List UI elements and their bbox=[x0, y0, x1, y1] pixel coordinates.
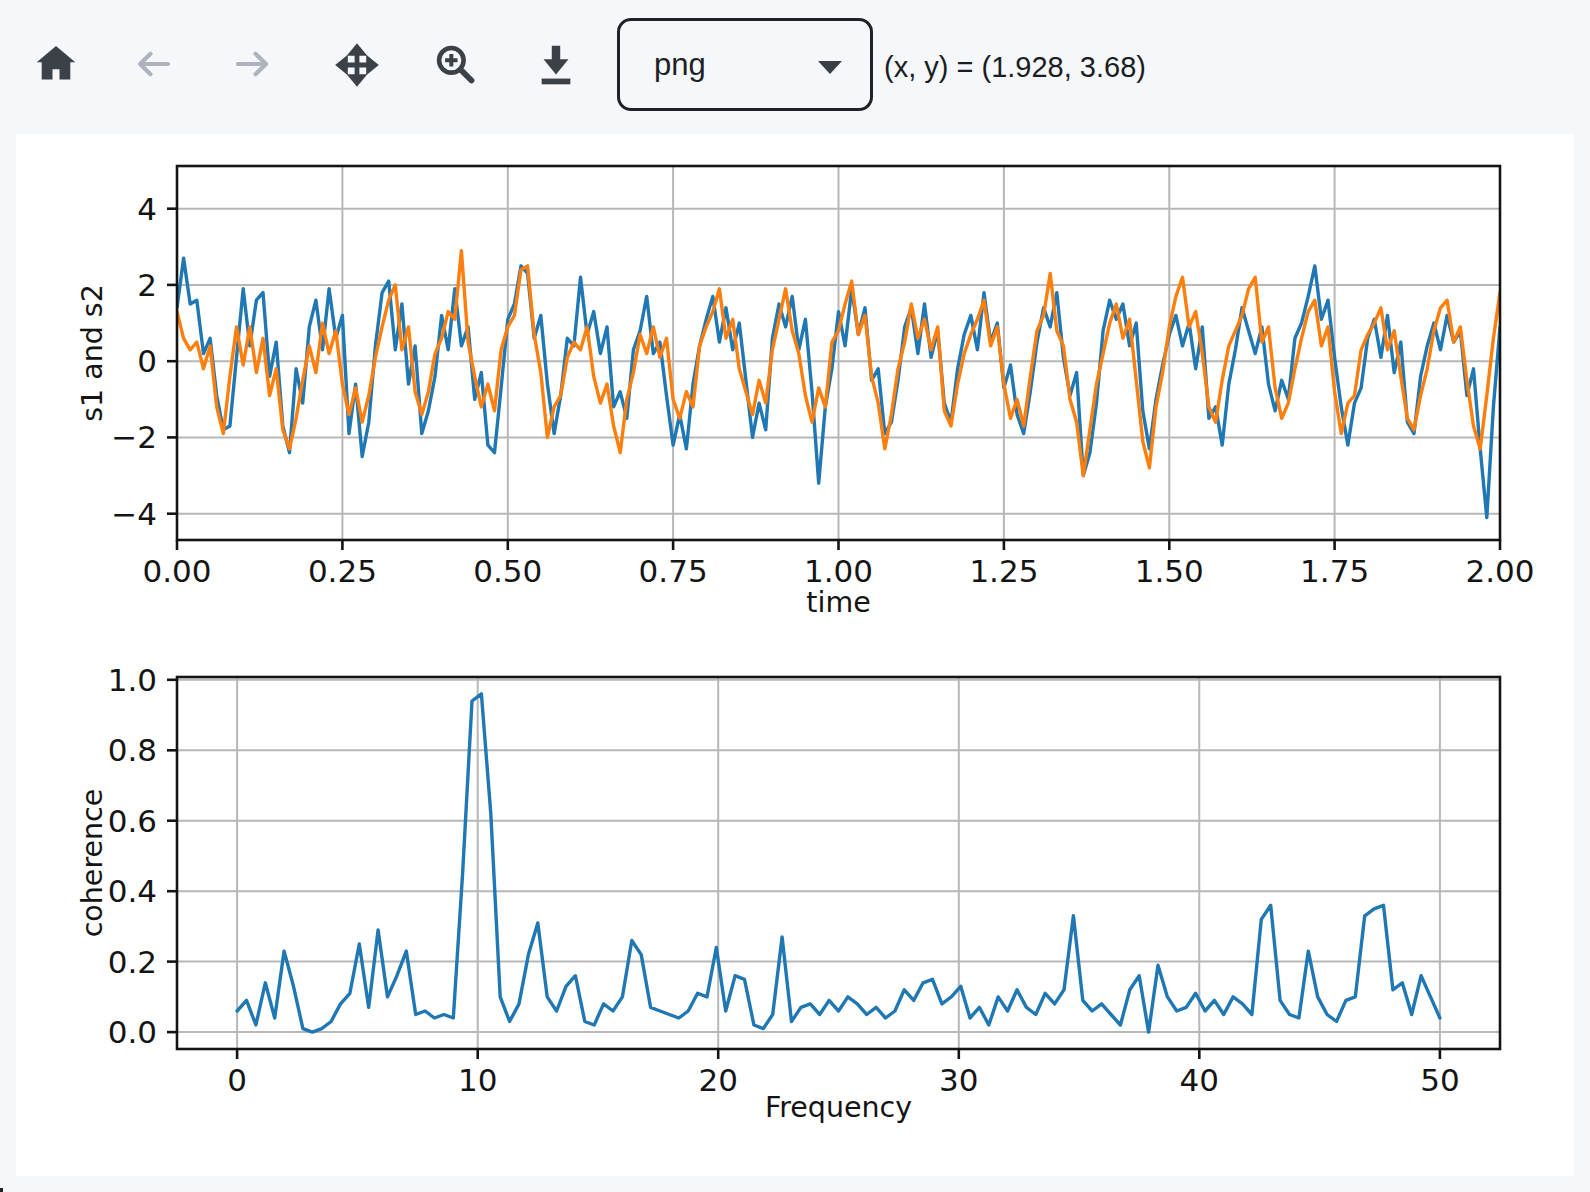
y-axis-label: coherence bbox=[76, 789, 109, 938]
corner-artifact bbox=[0, 1188, 3, 1192]
coherence-chart: 0 10 20 30 40 50 1.0 0.8 0.6 0.4 0.2 0.0 Frequency co… bbox=[76, 662, 1501, 1124]
y-tick-label: 1.0 bbox=[108, 662, 157, 698]
x-tick-label: 2.00 bbox=[1465, 553, 1534, 589]
y-tick-label: −4 bbox=[111, 496, 157, 532]
y-tick-label: 0.8 bbox=[108, 732, 157, 768]
x-axis-label: time bbox=[806, 586, 870, 619]
y-tick-label: 0.6 bbox=[108, 803, 157, 839]
y-tick-label: 4 bbox=[137, 191, 157, 227]
x-tick-label: 0 bbox=[227, 1062, 247, 1098]
y-tick-label: 0.2 bbox=[108, 944, 157, 980]
x-tick-label: 50 bbox=[1420, 1062, 1459, 1098]
y-tick-label: 0.0 bbox=[108, 1014, 157, 1050]
x-tick-label: 0.50 bbox=[473, 553, 542, 589]
signals-chart: 0.00 0.25 0.50 0.75 1.00 1.25 1.50 1.75 2.00 4 2 0 −… bbox=[76, 166, 1535, 619]
y-tick-label: 0 bbox=[137, 343, 157, 379]
x-tick-label: 10 bbox=[458, 1062, 497, 1098]
x-tick-label: 0.25 bbox=[308, 553, 377, 589]
y-tick-label: 0.4 bbox=[108, 873, 157, 909]
x-axis-label: Frequency bbox=[765, 1091, 912, 1124]
x-tick-label: 20 bbox=[698, 1062, 737, 1098]
x-tick-label: 40 bbox=[1180, 1062, 1219, 1098]
x-tick-label: 1.00 bbox=[804, 553, 873, 589]
y-tick-label: 2 bbox=[137, 267, 157, 303]
charts-layer: 0.000.250.500.751.001.251.501.752.00420−… bbox=[0, 0, 1590, 1192]
x-tick-label: 1.25 bbox=[969, 553, 1038, 589]
x-tick-label: 1.50 bbox=[1135, 553, 1204, 589]
x-tick-label: 30 bbox=[939, 1062, 978, 1098]
x-tick-label: 0.75 bbox=[639, 553, 708, 589]
x-tick-label: 1.75 bbox=[1300, 553, 1369, 589]
y-tick-label: −2 bbox=[111, 419, 157, 455]
series-coherence-line bbox=[237, 694, 1440, 1032]
y-axis-label: s1 and s2 bbox=[76, 284, 109, 422]
x-tick-label: 0.00 bbox=[142, 553, 211, 589]
